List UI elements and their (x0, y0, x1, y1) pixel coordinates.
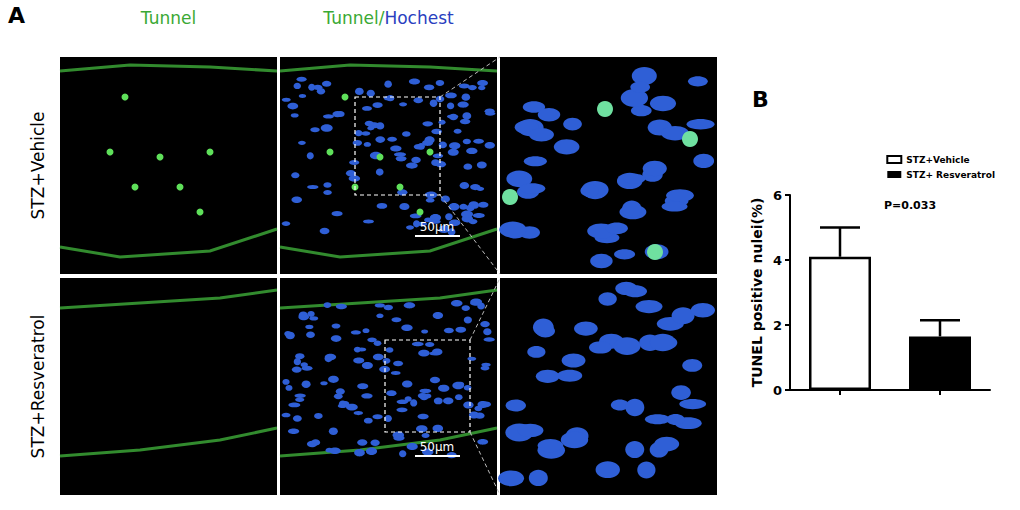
svg-text:Tunnel/: Tunnel/ (322, 8, 384, 28)
svg-text:2: 2 (773, 318, 782, 333)
svg-text:STZ+Vehicle: STZ+Vehicle (28, 112, 48, 220)
svg-text:STZ+Vehicle: STZ+Vehicle (906, 155, 969, 165)
svg-text:Hochest: Hochest (384, 8, 454, 28)
svg-text:6: 6 (773, 188, 782, 203)
svg-text:50μm: 50μm (420, 220, 455, 234)
svg-text:STZ+ Resveratrol: STZ+ Resveratrol (906, 170, 995, 180)
svg-text:STZ+Resveratrol: STZ+Resveratrol (28, 315, 48, 459)
svg-text:0: 0 (773, 383, 782, 398)
svg-text:50μm: 50μm (420, 440, 455, 454)
svg-text:Tunnel: Tunnel (140, 8, 196, 28)
svg-text:P=0.033: P=0.033 (884, 199, 936, 212)
svg-text:TUNEL positive nulei(%): TUNEL positive nulei(%) (749, 198, 765, 388)
svg-text:A: A (8, 3, 25, 28)
svg-text:4: 4 (773, 253, 782, 268)
svg-text:B: B (752, 87, 769, 112)
